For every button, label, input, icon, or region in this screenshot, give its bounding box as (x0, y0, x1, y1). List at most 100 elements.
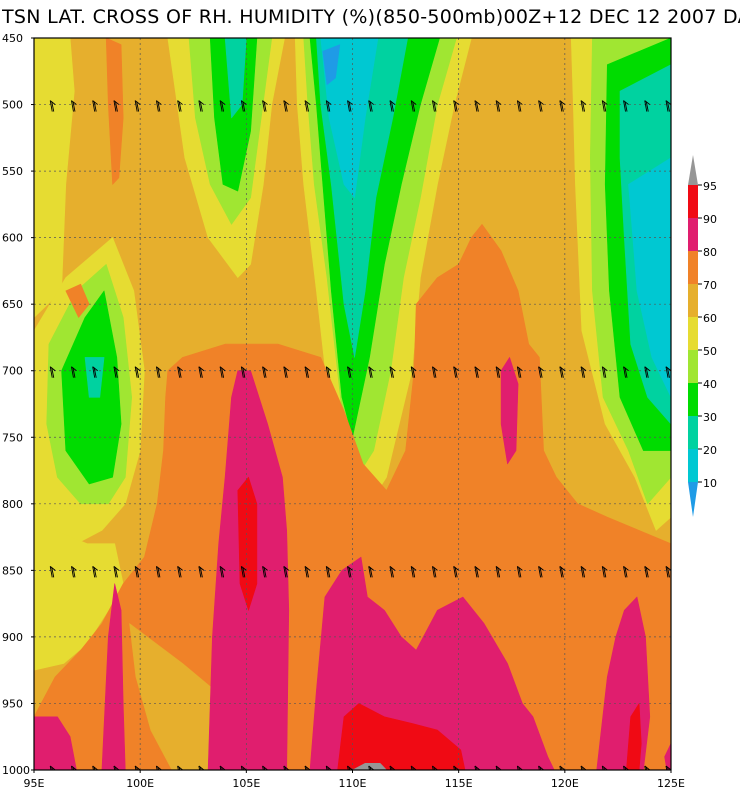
colorbar-band-90 (688, 185, 698, 218)
x-tick-label: 120E (551, 777, 579, 790)
wind-barb (240, 366, 247, 378)
wind-barb (410, 366, 417, 378)
wind-barb (389, 366, 396, 378)
x-tick-label: 105E (232, 777, 260, 790)
wind-barb (134, 100, 141, 112)
chart-title: TSN LAT. CROSS OF RH. HUMIDITY (%)(850-5… (2, 6, 740, 28)
wind-barb (368, 366, 375, 378)
humidity-contour-fill (34, 38, 671, 770)
colorbar-band-10 (688, 449, 698, 482)
wind-barb (283, 366, 290, 378)
colorbar-band-30 (688, 383, 698, 416)
wind-barb (495, 765, 502, 770)
wind-barb (580, 765, 587, 770)
wind-barb (495, 566, 502, 578)
wind-barb (644, 765, 651, 770)
y-tick-label: 750 (2, 431, 23, 444)
wind-barb (665, 366, 671, 378)
wind-barb (623, 366, 629, 378)
humidity-region-90-35 (626, 703, 642, 770)
wind-barb (49, 100, 56, 112)
humidity-region-50-1 (34, 38, 75, 318)
wind-barb (495, 100, 502, 112)
wind-barb (389, 566, 396, 578)
wind-barb (538, 366, 544, 378)
wind-barb (580, 566, 587, 578)
wind-barb (134, 566, 141, 578)
y-tick-label: 650 (2, 298, 23, 311)
wind-barb (453, 566, 459, 578)
wind-barb (304, 366, 311, 378)
wind-barb (347, 100, 353, 112)
wind-barb (113, 366, 120, 378)
wind-barb (219, 566, 226, 578)
wind-barb (134, 366, 141, 378)
wind-barb (71, 366, 77, 378)
wind-barb (389, 765, 396, 770)
wind-barb (262, 366, 268, 378)
wind-barb (92, 765, 98, 770)
humidity-region-80-32 (101, 583, 126, 770)
wind-barb (283, 566, 290, 578)
wind-barb (219, 765, 226, 770)
wind-barb (92, 366, 98, 378)
wind-barb (644, 100, 651, 112)
wind-barbs (34, 100, 671, 770)
wind-barb (262, 100, 268, 112)
wind-barb (368, 765, 375, 770)
wind-barb (134, 765, 141, 770)
wind-barb (453, 366, 459, 378)
wind-barb (177, 366, 183, 378)
colorbar-label: 20 (703, 444, 717, 457)
wind-barb (516, 366, 523, 378)
colorbar-label: 70 (703, 279, 717, 292)
wind-barb (71, 765, 77, 770)
y-tick-label: 850 (2, 564, 23, 577)
y-tick-label: 800 (2, 498, 23, 511)
wind-barb (155, 765, 162, 770)
colorbar-band-60 (688, 284, 698, 317)
colorbar-label: 40 (703, 378, 717, 391)
wind-barb (49, 366, 56, 378)
humidity-region-10-16 (628, 157, 671, 398)
wind-barb (34, 569, 35, 571)
wind-barb (516, 100, 523, 112)
wind-barb (92, 566, 98, 578)
humidity-region-5-11 (322, 44, 341, 85)
wind-barb (601, 765, 608, 770)
wind-barb (601, 566, 608, 578)
wind-barb (155, 566, 162, 578)
wind-barb (665, 566, 671, 578)
wind-barb (219, 366, 226, 378)
wind-barb (177, 765, 183, 770)
wind-barb (304, 765, 311, 770)
wind-barb (219, 100, 226, 112)
wind-barb (198, 366, 205, 378)
wind-barb (34, 103, 35, 105)
colorbar-band-40 (688, 350, 698, 383)
wind-barb (644, 366, 651, 378)
wind-barb (601, 366, 608, 378)
wind-barb (155, 366, 162, 378)
humidity-region-80-36 (664, 743, 671, 770)
wind-barb (262, 765, 268, 770)
y-tick-label: 550 (2, 165, 23, 178)
colorbar-label: 80 (703, 246, 717, 259)
wind-barb (155, 100, 162, 112)
y-tick-label: 1000 (2, 764, 30, 777)
x-tick-label: 115E (445, 777, 473, 790)
y-tick-label: 500 (2, 99, 23, 112)
wind-barb (410, 566, 417, 578)
wind-barb (198, 100, 205, 112)
wind-barb (240, 765, 247, 770)
wind-barb (516, 765, 523, 770)
colorbar-label: 95 (703, 180, 717, 193)
wind-barb (92, 100, 98, 112)
wind-barb (347, 566, 353, 578)
colorbar-band-80 (688, 218, 698, 251)
humidity-region-80-31 (34, 716, 77, 770)
colorbar-label: 90 (703, 213, 717, 226)
wind-barb (559, 366, 566, 378)
wind-barb (623, 566, 629, 578)
